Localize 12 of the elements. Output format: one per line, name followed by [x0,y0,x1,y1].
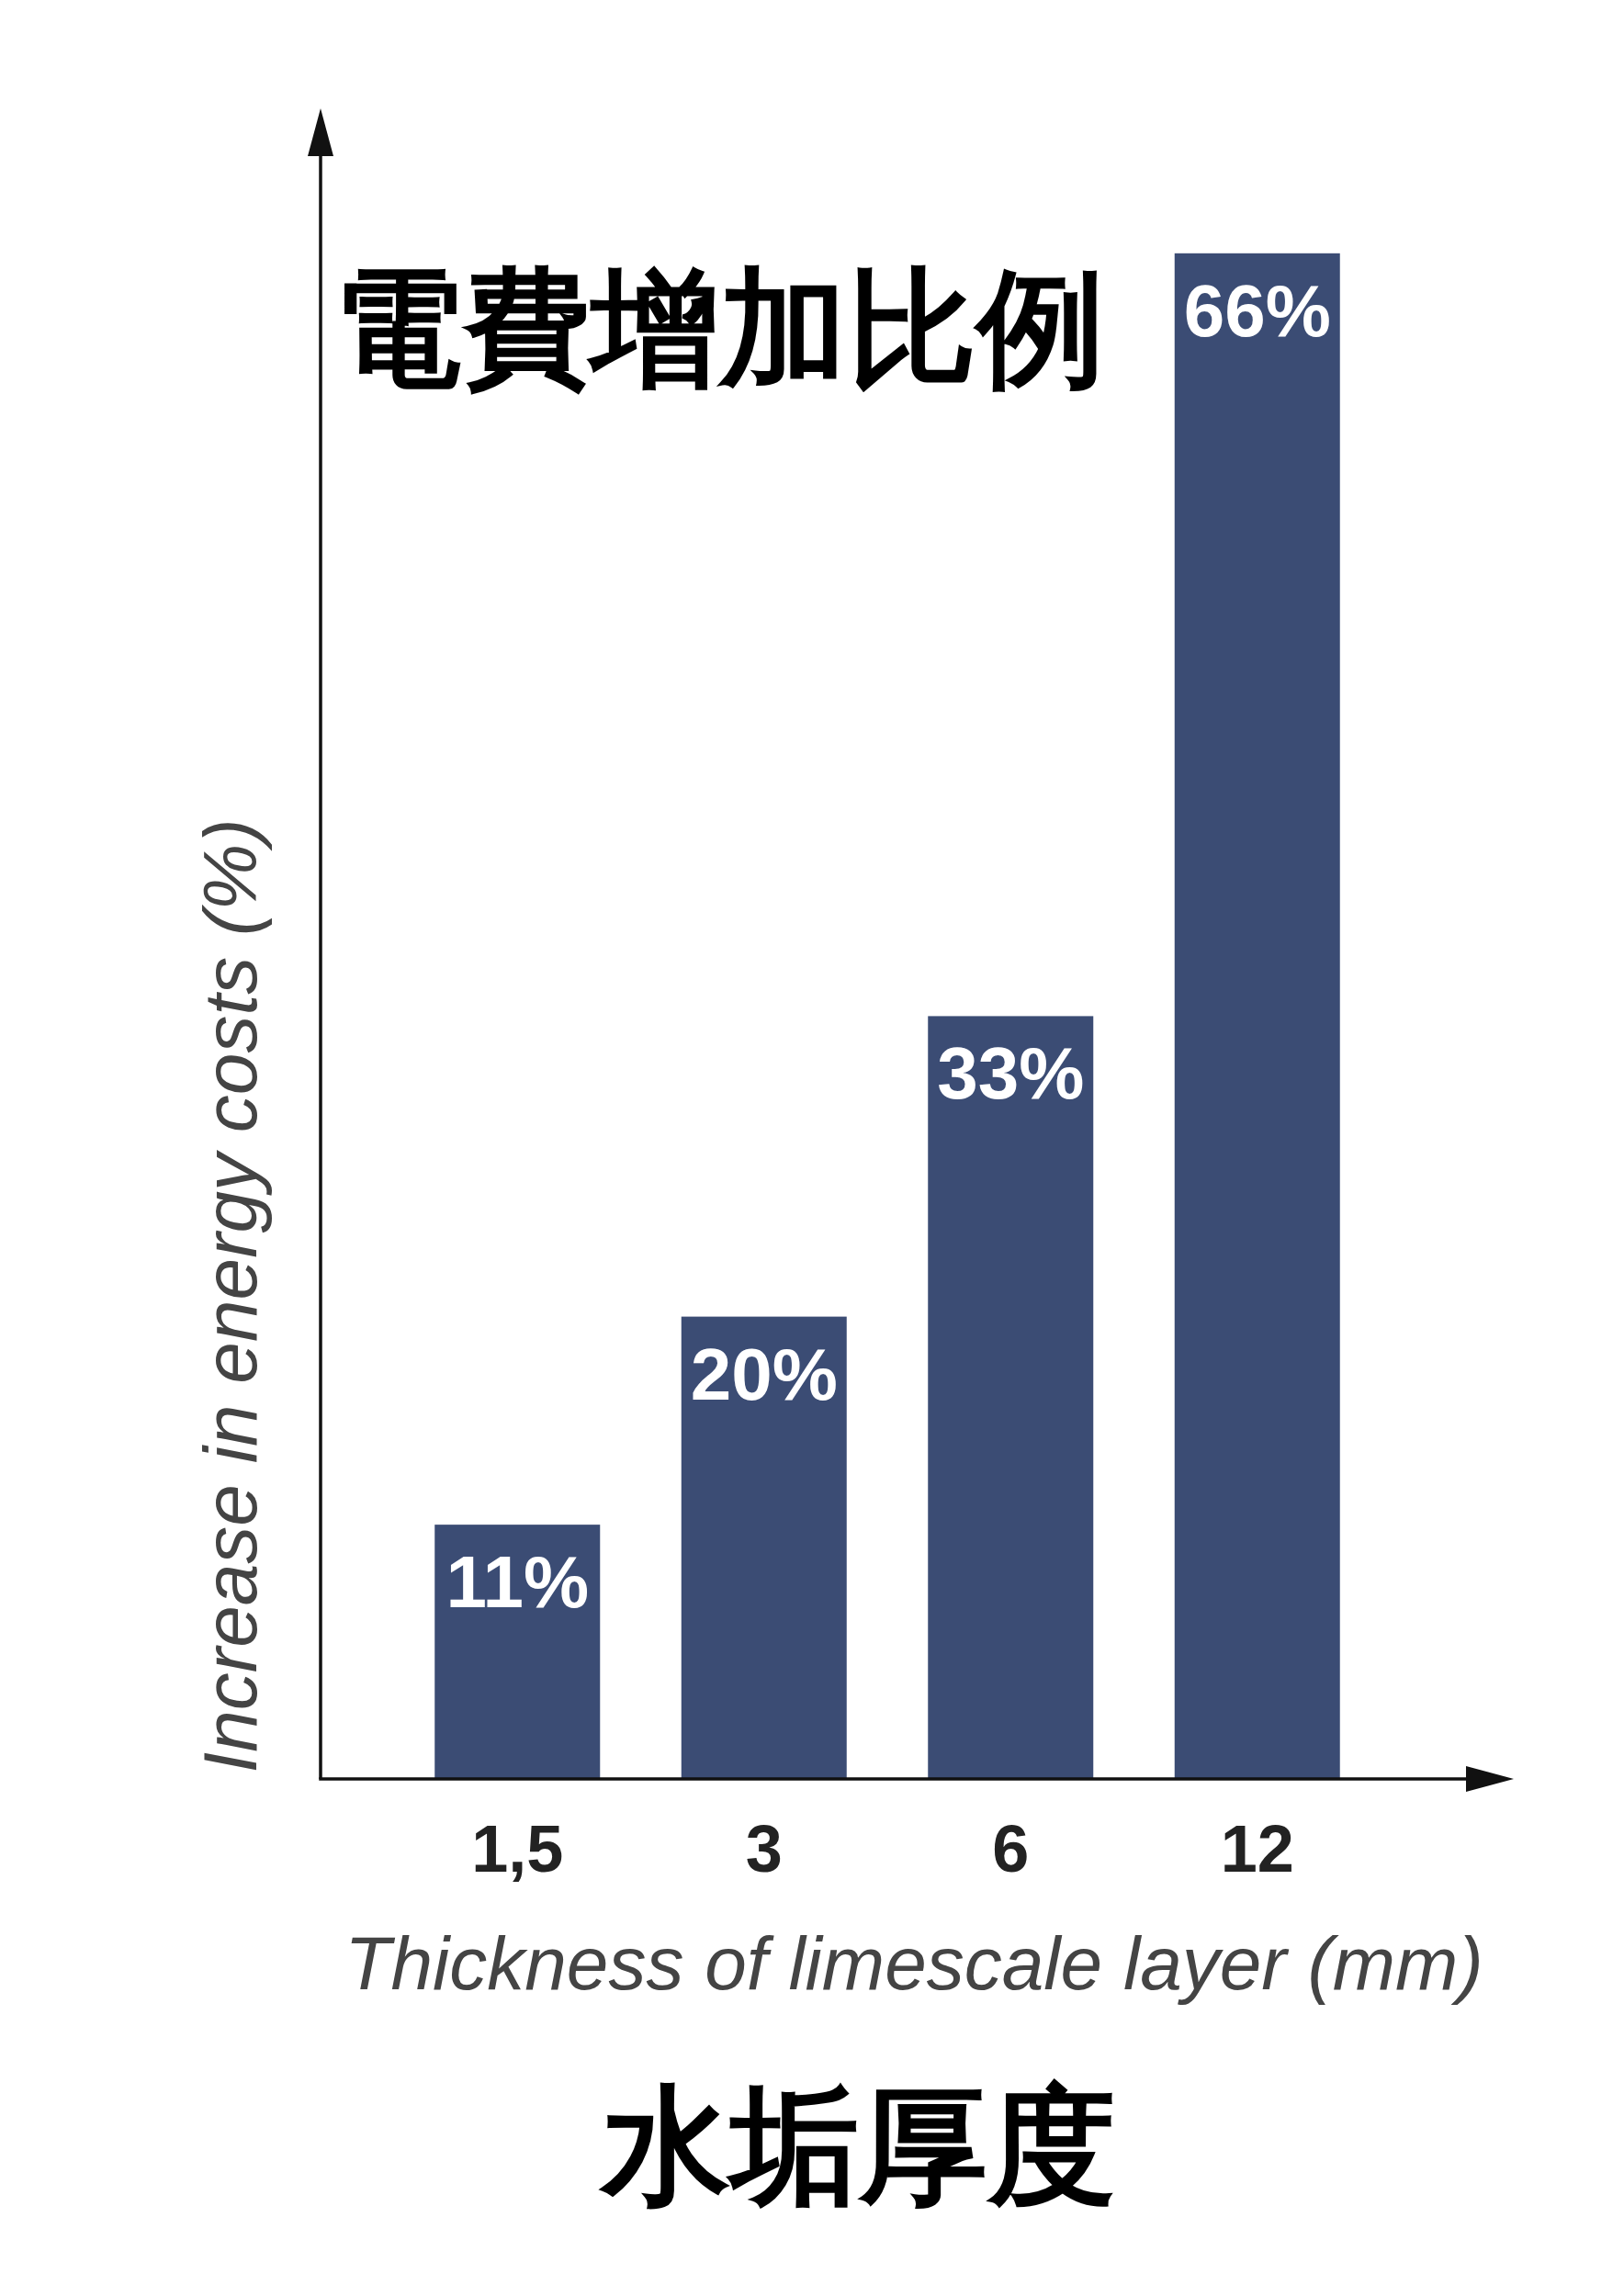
data-label: 11% [445,1541,590,1624]
text: 水垢厚度 [598,2074,1116,2218]
x-tick-label: 6 [992,1812,1030,1885]
x-axis-title: Thickness of limescale layer (mm) [344,1921,1483,2005]
x-tick-label: 3 [745,1812,783,1885]
data-label: 20% [690,1333,838,1415]
x-tick-label: 12 [1220,1812,1294,1885]
x-tick-label: 1,5 [471,1812,564,1885]
chart-title: 電費增加比例 [333,256,1105,400]
data-label: 66% [1183,269,1331,352]
data-label: 33% [937,1032,1085,1115]
y-axis-title: Increase in energy costs (%) [188,818,272,1773]
